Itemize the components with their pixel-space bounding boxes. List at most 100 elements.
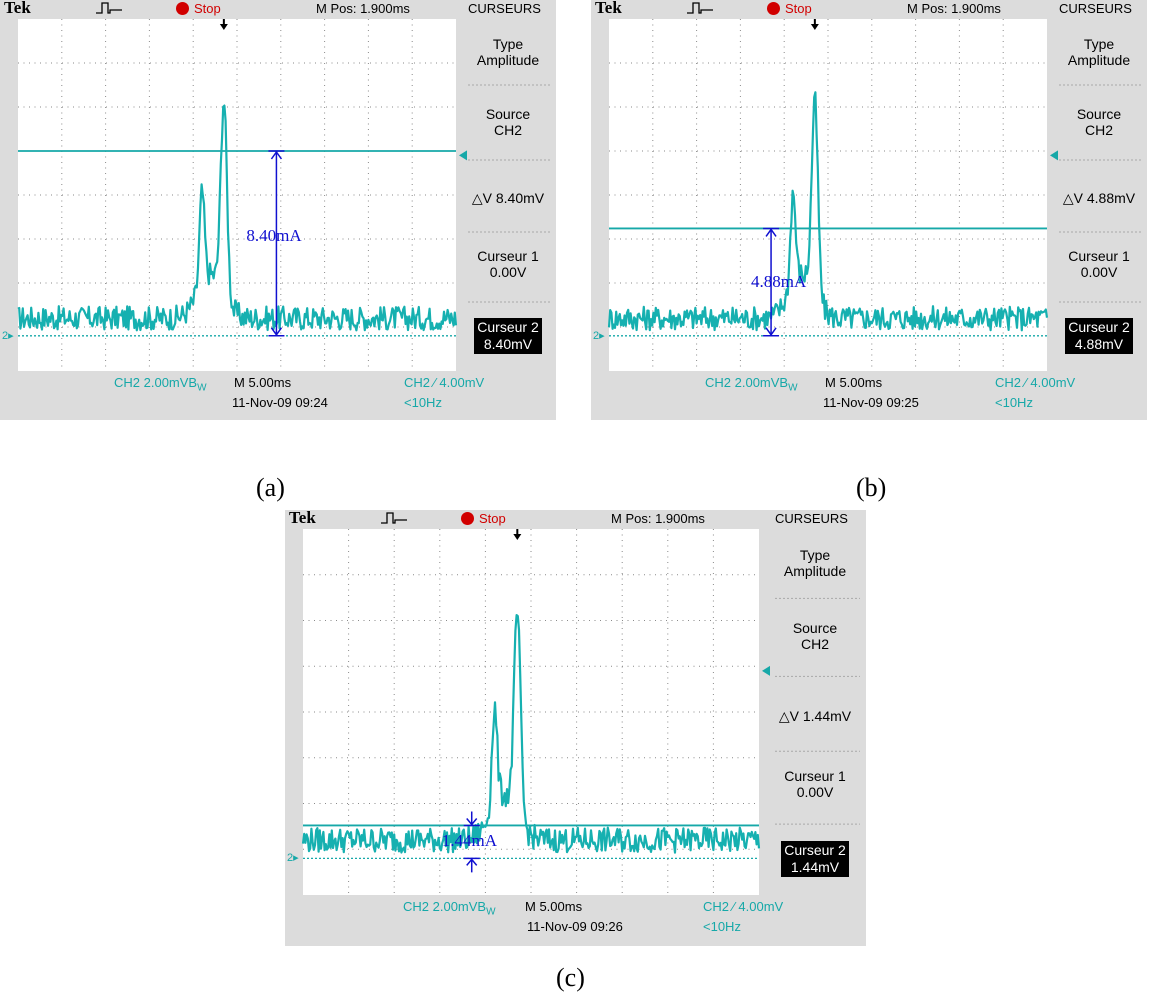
horizontal-position-readout: M Pos: 1.900ms bbox=[316, 1, 410, 16]
menu-delta-v: △V 4.88mV bbox=[1062, 190, 1136, 206]
status-text: Stop bbox=[479, 511, 506, 526]
menu-cursor-2-box: Curseur 2 8.40mV bbox=[474, 318, 542, 354]
channel-2-marker: 2▸ bbox=[593, 329, 605, 342]
oscilloscope-panel-a: Tek Stop M Pos: 1.900ms CURSEURS 2▸ 8.40mA Typ… bbox=[0, 0, 556, 420]
menu-cursor-2-value: 4.88mV bbox=[1074, 336, 1124, 352]
menu-cursor-1-value: 0.00V bbox=[796, 784, 834, 800]
graticule bbox=[18, 19, 456, 371]
menu-type[interactable]: Type Amplitude bbox=[769, 547, 861, 579]
measurement-label: 8.40mA bbox=[246, 226, 302, 245]
menu-source-label: Source bbox=[485, 106, 531, 122]
caption-b: (b) bbox=[856, 473, 887, 502]
menu-type[interactable]: Type Amplitude bbox=[462, 36, 554, 68]
menu-source-label: Source bbox=[1076, 106, 1122, 122]
trigger-position-marker bbox=[219, 19, 228, 30]
run-stop-status[interactable]: Stop bbox=[461, 511, 506, 527]
ch2-trace bbox=[607, 91, 1049, 332]
waveform-display bbox=[17, 19, 550, 371]
run-stop-status[interactable]: Stop bbox=[176, 1, 221, 17]
trigger-position-marker bbox=[513, 529, 522, 540]
menu-title: CURSEURS bbox=[775, 511, 848, 526]
menu-cursor-1[interactable]: Curseur 1 0.00V bbox=[462, 248, 554, 280]
horizontal-position-readout: M Pos: 1.900ms bbox=[907, 1, 1001, 16]
menu-type-label: Type bbox=[492, 36, 524, 52]
trigger-level-marker bbox=[459, 150, 467, 161]
menu-cursor-1-value: 0.00V bbox=[489, 264, 527, 280]
menu-type[interactable]: Type Amplitude bbox=[1053, 36, 1145, 68]
measurement-arrow bbox=[268, 150, 285, 337]
menu-type-label: Type bbox=[1083, 36, 1115, 52]
channel-scale-readout: CH2 2.00mVBW bbox=[403, 899, 496, 921]
timebase-readout: M 5.00ms bbox=[234, 375, 292, 390]
menu-cursor-1-label: Curseur 1 bbox=[784, 768, 846, 784]
menu-cursor-1[interactable]: Curseur 1 0.00V bbox=[1053, 248, 1145, 280]
menu-cursor-2-value: 1.44mV bbox=[790, 859, 840, 875]
menu-cursor-2[interactable]: Curseur 2 8.40mV bbox=[462, 318, 554, 354]
measurement-label: 1.44mA bbox=[441, 831, 497, 851]
menu-source[interactable]: Source CH2 bbox=[769, 620, 861, 652]
ch2-trace bbox=[17, 104, 458, 332]
trigger-frequency: <10Hz bbox=[703, 919, 741, 934]
menu-cursor-1[interactable]: Curseur 1 0.00V bbox=[769, 768, 861, 800]
trigger-level-marker bbox=[762, 665, 770, 676]
brand-label: Tek bbox=[595, 0, 622, 17]
menu-source-value: CH2 bbox=[800, 636, 829, 652]
trigger-readout: CH2 ∕ 4.00mV bbox=[703, 899, 784, 914]
measurement-arrow bbox=[763, 227, 780, 337]
channel-2-marker: 2▸ bbox=[287, 852, 299, 865]
brand-label: Tek bbox=[4, 0, 31, 17]
horizontal-position-readout: M Pos: 1.900ms bbox=[611, 511, 705, 526]
timebase-readout: M 5.00ms bbox=[525, 899, 583, 914]
menu-source[interactable]: Source CH2 bbox=[462, 106, 554, 138]
menu-cursor-2-box: Curseur 2 4.88mV bbox=[1065, 318, 1133, 354]
run-stop-status[interactable]: Stop bbox=[767, 1, 812, 17]
status-text: Stop bbox=[194, 1, 221, 16]
trigger-readout: CH2 ∕ 4.00mV bbox=[404, 375, 485, 390]
graticule bbox=[609, 19, 1047, 371]
menu-cursor-2-label: Curseur 2 bbox=[784, 842, 846, 858]
menu-cursor-2-box: Curseur 2 1.44mV bbox=[781, 841, 849, 877]
brand-label: Tek bbox=[289, 508, 316, 527]
bandwidth-limit-mark: W bbox=[788, 382, 798, 394]
timebase-readout: M 5.00ms bbox=[825, 375, 883, 390]
channel-scale-text: CH2 2.00mVB bbox=[403, 899, 487, 914]
waveform-display bbox=[607, 19, 1141, 371]
menu-type-label: Type bbox=[799, 547, 831, 563]
graticule bbox=[303, 529, 759, 895]
menu-source[interactable]: Source CH2 bbox=[1053, 106, 1145, 138]
channel-scale-text: CH2 2.00mVB bbox=[705, 375, 789, 390]
trigger-frequency: <10Hz bbox=[995, 395, 1033, 410]
measurement-arrow bbox=[463, 811, 480, 873]
trigger-frequency: <10Hz bbox=[404, 395, 442, 410]
trigger-position-marker bbox=[810, 19, 819, 30]
menu-cursor-1-label: Curseur 1 bbox=[477, 248, 539, 264]
oscilloscope-panel-c: Tek Stop M Pos: 1.900ms CURSEURS 2▸ 1.44mA Typ… bbox=[285, 508, 866, 946]
timestamp: 11-Nov-09 09:26 bbox=[527, 919, 623, 934]
stop-indicator-icon bbox=[176, 2, 189, 15]
timestamp: 11-Nov-09 09:24 bbox=[232, 395, 328, 410]
bandwidth-limit-mark: W bbox=[486, 906, 496, 918]
ch2-trace bbox=[301, 614, 761, 854]
timestamp: 11-Nov-09 09:25 bbox=[823, 395, 919, 410]
menu-source-value: CH2 bbox=[1084, 122, 1113, 138]
menu-title: CURSEURS bbox=[1059, 1, 1132, 16]
channel-scale-readout: CH2 2.00mVBW bbox=[114, 375, 207, 397]
bandwidth-limit-mark: W bbox=[197, 382, 207, 394]
caption-c: (c) bbox=[556, 963, 585, 992]
status-text: Stop bbox=[785, 1, 812, 16]
menu-cursor-2-value: 8.40mV bbox=[483, 336, 533, 352]
menu-source-value: CH2 bbox=[493, 122, 522, 138]
trigger-readout: CH2 ∕ 4.00mV bbox=[995, 375, 1076, 390]
channel-scale-readout: CH2 2.00mVBW bbox=[705, 375, 798, 397]
menu-cursor-2[interactable]: Curseur 2 1.44mV bbox=[769, 841, 861, 877]
menu-cursor-2-label: Curseur 2 bbox=[1068, 319, 1130, 335]
oscilloscope-panel-b: Tek Stop M Pos: 1.900ms CURSEURS 2▸ 4.88mA Typ… bbox=[591, 0, 1147, 420]
menu-type-value: Amplitude bbox=[1067, 52, 1131, 68]
menu-delta-v: △V 1.44mV bbox=[778, 708, 852, 724]
menu-type-value: Amplitude bbox=[783, 563, 847, 579]
waveform-display bbox=[301, 529, 860, 895]
menu-cursor-2[interactable]: Curseur 2 4.88mV bbox=[1053, 318, 1145, 354]
measurement-label: 4.88mA bbox=[751, 272, 807, 292]
menu-source-label: Source bbox=[792, 620, 838, 636]
channel-2-marker: 2▸ bbox=[2, 329, 14, 342]
